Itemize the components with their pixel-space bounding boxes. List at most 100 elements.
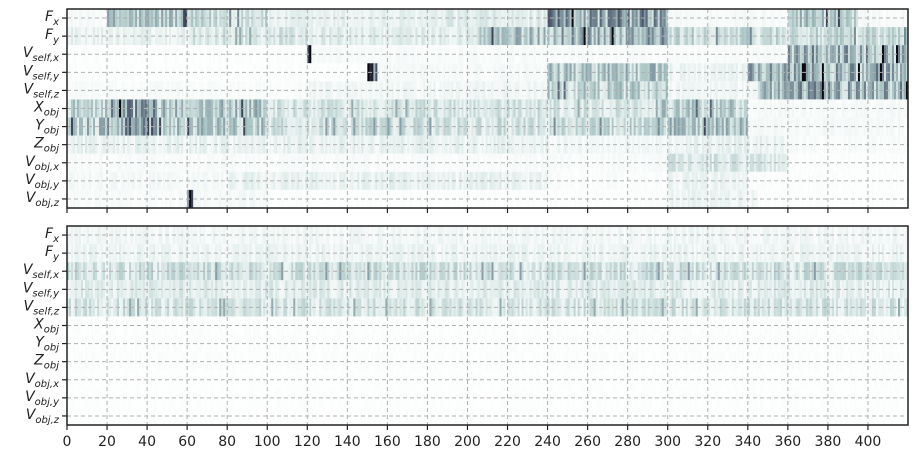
heatmap-cell [617,45,621,64]
heatmap-cell [175,9,178,28]
heatmap-cell [513,226,516,245]
heatmap-cell [553,189,556,208]
heatmap-cell [77,189,80,208]
heatmap-cell [401,171,404,190]
heatmap-cell [723,45,727,64]
heatmap-cell [379,45,382,64]
heatmap-cell [275,9,278,28]
heatmap-cell [505,63,508,82]
heatmap-cell [639,9,643,28]
heatmap-cell [569,135,572,154]
heatmap-cell [819,27,823,46]
heatmap-cell [149,81,152,100]
heatmap-cell [379,117,382,136]
heatmap-cell [693,99,697,118]
heatmap-cell [329,171,332,190]
heatmap-cell [359,171,362,190]
heatmap-cell [527,135,530,154]
heatmap-cell [681,189,685,208]
heatmap-cell [723,99,727,118]
heatmap-cell [359,27,362,46]
heatmap-cell [261,27,264,46]
heatmap-cell [91,189,94,208]
heatmap-cell [709,135,713,154]
heatmap-cell [239,189,242,208]
heatmap-cell [443,81,446,100]
heatmap-cell [617,63,621,82]
heatmap-cell [133,117,136,136]
heatmap-cell [315,117,318,136]
heatmap-cell [667,45,671,64]
heatmap-cell [407,189,410,208]
heatmap-cell [539,99,542,118]
heatmap-cell [819,9,823,28]
heatmap-cell [611,153,615,172]
heatmap-cell [491,226,494,245]
heatmap-cell [541,117,544,136]
heatmap-cell [791,27,795,46]
heatmap-cell [401,99,404,118]
heatmap-cell [513,81,516,100]
heatmap-cell [463,171,466,190]
heatmap-cell [407,135,410,154]
heatmap-cell [273,27,276,46]
heatmap-cell [881,189,885,208]
heatmap-cell [373,45,376,64]
heatmap-cell [721,189,725,208]
heatmap-cell [819,117,823,136]
heatmap-cell [611,63,615,82]
heatmap-cell [79,135,82,154]
heatmap-cell [875,99,879,118]
heatmap-cell [295,27,298,46]
heatmap-cell [547,171,550,190]
heatmap-cell [449,99,452,118]
heatmap-cell [93,189,96,208]
heatmap-cell [483,117,486,136]
heatmap-cell [105,226,108,245]
heatmap-cell [449,135,452,154]
heatmap-cell [631,189,635,208]
heatmap-cell [723,117,727,136]
heatmap-cell [463,189,466,208]
heatmap-cell [147,135,150,154]
heatmap-cell [337,45,340,64]
heatmap-cell [329,27,332,46]
heatmap-cell [639,27,643,46]
heatmap-cell [547,135,550,154]
heatmap-cell [904,81,907,100]
heatmap-cell [105,27,108,46]
heatmap-cell [769,63,773,82]
heatmap-cell [659,171,663,190]
heatmap-cell [777,63,781,82]
heatmap-cell [483,153,486,172]
heatmap-cell [455,63,458,82]
heatmap-cell [797,153,801,172]
heatmap-cell [659,9,663,28]
heatmap-cell [497,189,500,208]
heatmap-cell [147,9,150,28]
heatmap-cell [665,63,669,82]
heatmap-cell [343,27,346,46]
heatmap-cell [273,189,276,208]
y-tick-label: Vself,x [23,45,59,64]
heatmap-cell [219,189,222,208]
heatmap-cell [861,153,865,172]
heatmap-cell [505,135,508,154]
heatmap-cell [247,27,250,46]
heatmap-cell [695,189,699,208]
heatmap-cell [895,81,899,100]
heatmap-cell [701,171,705,190]
heatmap-cell [889,81,893,100]
heatmap-cell [631,9,635,28]
heatmap-cell [861,81,865,100]
heatmap-cell [883,117,887,136]
heatmap-cell [217,135,220,154]
heatmap-cell [785,81,789,100]
heatmap-cell [769,189,773,208]
heatmap-cell [665,171,669,190]
heatmap-cell [827,189,831,208]
heatmap-cell [617,27,621,46]
heatmap-cell [169,9,172,28]
heatmap-cell [189,99,192,118]
heatmap-cell [301,99,304,118]
